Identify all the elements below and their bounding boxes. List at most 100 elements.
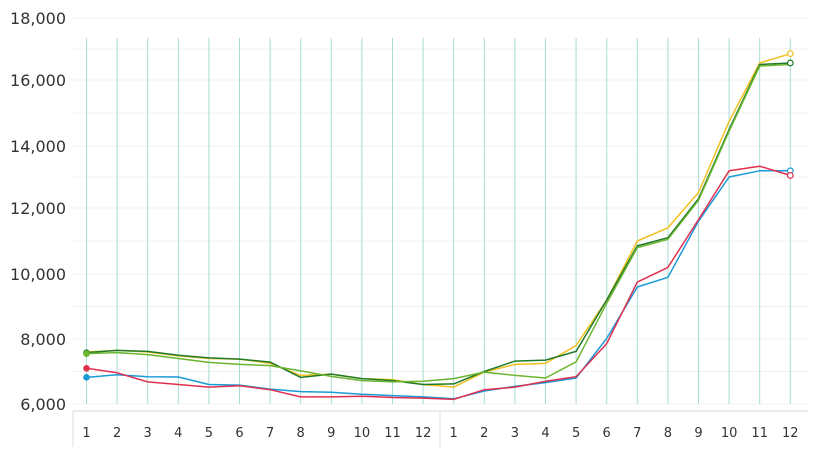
data-point — [330, 373, 332, 375]
data-point — [698, 192, 700, 194]
data-point — [575, 361, 577, 363]
x-tick-label: 2 — [480, 426, 488, 441]
data-point — [606, 343, 608, 345]
data-point — [453, 383, 455, 385]
data-point — [728, 120, 730, 122]
data-point — [300, 396, 302, 398]
data-point — [177, 376, 179, 378]
data-point — [667, 238, 669, 240]
y-axis-tick-labels: 6,000 8,000 10,000 12,000 14,000 16,000 18,000 — [10, 9, 66, 414]
data-point — [545, 377, 547, 379]
data-point — [667, 276, 669, 278]
data-point — [116, 349, 118, 351]
x-tick-label: 8 — [664, 426, 672, 441]
x-tick-label: 3 — [511, 426, 519, 441]
x-tick-label: 1 — [450, 426, 458, 441]
data-point — [147, 350, 149, 352]
data-point — [636, 286, 638, 288]
data-point — [789, 64, 791, 66]
series-end-marker — [786, 172, 794, 179]
x-tick-label: 9 — [694, 426, 702, 441]
series-end-marker — [786, 59, 794, 67]
data-point — [116, 372, 118, 374]
data-point — [514, 386, 516, 388]
data-point — [483, 371, 485, 373]
data-point — [239, 363, 241, 365]
x-tick-label: 5 — [572, 426, 580, 441]
data-point — [575, 376, 577, 378]
data-point — [208, 384, 210, 386]
data-point — [759, 65, 761, 67]
series-end-marker — [786, 50, 794, 58]
data-point — [728, 130, 730, 132]
data-point — [759, 165, 761, 167]
data-point — [392, 381, 394, 383]
data-point — [606, 302, 608, 304]
data-point — [361, 393, 363, 395]
data-point — [422, 384, 424, 386]
x-axis-tick-labels: 1 2 3 4 5 6 7 8 9 10 11 12 1 2 3 4 5 6 7 8 9 10 11 12 — [82, 426, 798, 441]
y-tick-label: 6,000 — [20, 395, 66, 414]
data-point — [239, 358, 241, 360]
x-tick-label: 10 — [354, 426, 371, 441]
data-point — [545, 380, 547, 382]
x-tick-label: 12 — [782, 426, 799, 441]
y-tick-label: 16,000 — [10, 71, 66, 90]
x-tick-label: 6 — [235, 426, 243, 441]
data-point — [514, 360, 516, 362]
data-point — [116, 374, 118, 376]
data-point — [361, 380, 363, 382]
x-tick-label: 11 — [751, 426, 768, 441]
series-start-marker — [83, 364, 90, 372]
data-point — [392, 395, 394, 397]
series-lines — [86, 52, 791, 401]
data-point — [483, 389, 485, 391]
data-point — [300, 370, 302, 372]
data-point — [422, 397, 424, 399]
x-tick-label: 9 — [327, 426, 335, 441]
x-tick-label: 7 — [266, 426, 274, 441]
series-line — [86, 170, 791, 400]
data-point — [667, 266, 669, 268]
data-point — [330, 391, 332, 393]
data-point — [208, 361, 210, 363]
data-point — [422, 380, 424, 382]
data-point — [269, 365, 271, 367]
data-point — [208, 357, 210, 359]
data-point — [698, 199, 700, 201]
x-tick-label: 6 — [603, 426, 611, 441]
data-point — [453, 398, 455, 400]
data-point — [147, 376, 149, 378]
data-point — [575, 345, 577, 347]
series-line — [86, 165, 791, 401]
data-point — [667, 227, 669, 229]
series-start-marker — [83, 374, 90, 381]
data-point — [239, 385, 241, 387]
x-tick-label: 12 — [415, 426, 432, 441]
data-point — [606, 299, 608, 301]
data-point — [147, 354, 149, 356]
x-tick-label: 2 — [113, 426, 121, 441]
data-point — [514, 363, 516, 365]
y-tick-label: 10,000 — [10, 265, 66, 284]
data-point — [177, 384, 179, 386]
series-line — [86, 63, 791, 383]
data-point — [514, 374, 516, 376]
data-point — [147, 381, 149, 383]
data-point — [728, 170, 730, 172]
x-tick-label: 3 — [144, 426, 152, 441]
data-point — [545, 362, 547, 364]
y-tick-label: 18,000 — [10, 9, 66, 28]
data-point — [453, 378, 455, 380]
vertical-grid — [86, 38, 791, 404]
x-tick-label: 4 — [174, 426, 182, 441]
data-point — [269, 389, 271, 391]
horizontal-grid — [73, 17, 808, 405]
data-point — [392, 397, 394, 399]
data-point — [177, 358, 179, 360]
data-point — [575, 350, 577, 352]
y-tick-label: 8,000 — [20, 330, 66, 349]
data-point — [300, 391, 302, 393]
